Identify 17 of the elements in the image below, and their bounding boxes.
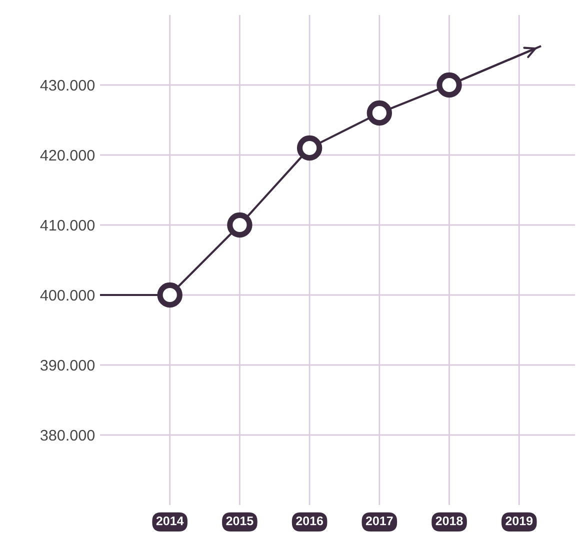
x-tick-label: 2017	[366, 516, 393, 526]
y-tick-label: 410.000	[40, 220, 95, 231]
point	[157, 282, 182, 308]
x-tick-label: 2016	[296, 516, 324, 526]
x-tick-label: 2014	[156, 516, 184, 526]
point	[366, 100, 392, 126]
y-tick-label: 400.000	[40, 290, 95, 301]
y-tick-label: 380.000	[40, 430, 95, 441]
x-tick-label: 2018	[436, 516, 463, 526]
y-tick-label: 420.000	[40, 150, 95, 161]
y-tick-label: 430.000	[40, 80, 95, 91]
point	[296, 135, 322, 161]
point	[227, 212, 252, 238]
point	[436, 72, 462, 98]
y-tick-label: 390.000	[40, 360, 95, 371]
x-tick-label: 2015	[226, 516, 254, 526]
x-tick-label: 2019	[506, 516, 533, 526]
